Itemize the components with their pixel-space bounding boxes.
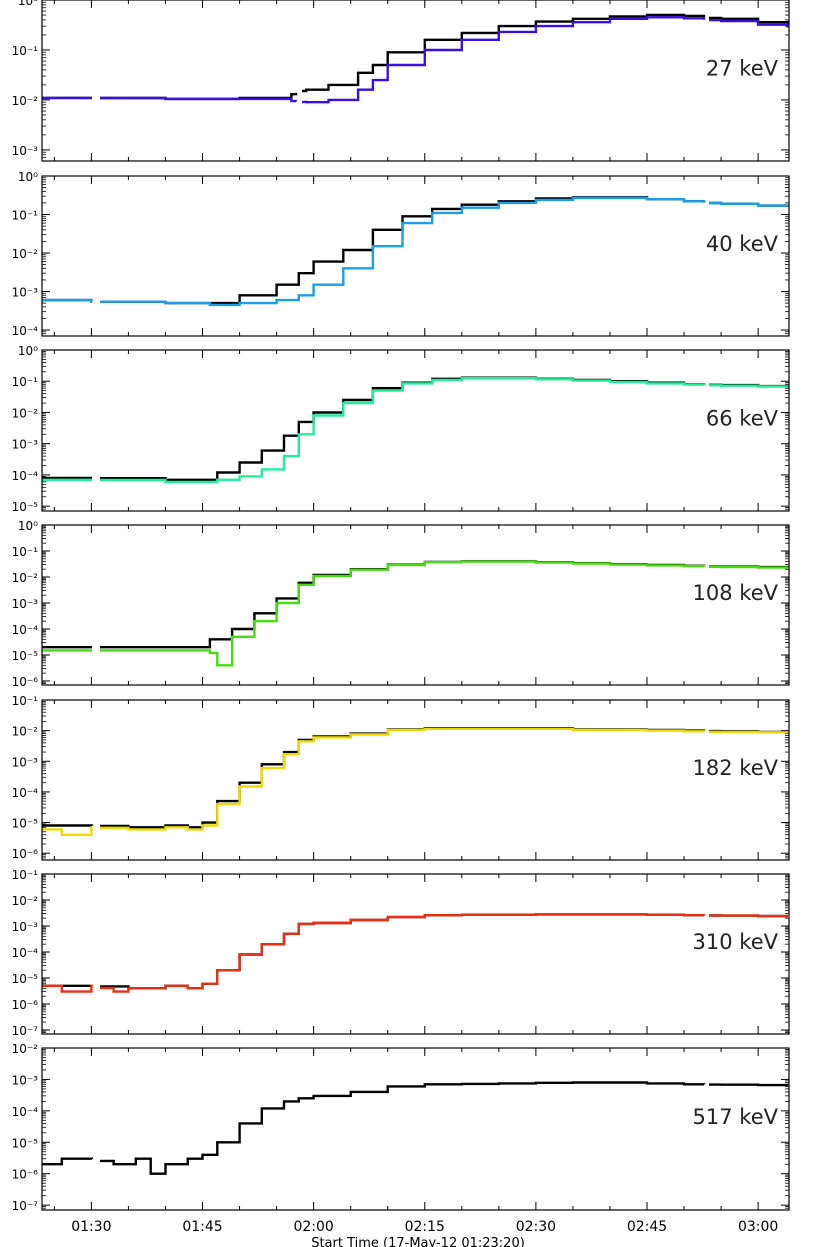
y-tick-label: 10⁰: [18, 344, 38, 358]
y-tick-label: 10⁻⁵: [12, 972, 39, 986]
series-line-0: [100, 1081, 706, 1175]
y-tick-label: 10⁻⁷: [12, 1024, 39, 1038]
y-tick-label: 10⁻²: [12, 571, 39, 585]
y-tick-label: 10⁻¹: [12, 209, 39, 223]
x-tick-label: 02:15: [405, 1219, 445, 1235]
y-tick-label: 10⁻²: [12, 894, 39, 908]
panel-frame: [41, 699, 790, 861]
x-tick-label: 02:30: [516, 1219, 556, 1235]
energy-label: 40 keV: [706, 232, 779, 256]
y-tick-label: 10⁻²: [12, 247, 39, 261]
series-line-0: [709, 16, 789, 25]
y-tick-label: 10⁻⁵: [12, 649, 39, 663]
energy-label: 310 keV: [693, 930, 779, 954]
y-tick-label: 10⁻²: [12, 1042, 39, 1056]
series-line-0: [709, 1083, 789, 1087]
panel-108-kev: 10⁻⁶ 10⁻⁵ 10⁻⁴ 10⁻³ 10⁻² 10⁻¹ 10⁰ 108 keV: [12, 519, 790, 689]
y-tick-label: 10⁻⁴: [12, 786, 39, 800]
energy-label: 27 keV: [706, 57, 779, 81]
y-tick-label: 10⁻⁴: [12, 469, 39, 483]
panel-frame: [41, 1047, 790, 1211]
x-tick-label: 03:00: [738, 1219, 778, 1235]
y-tick-label: 10⁻²: [12, 725, 39, 739]
y-tick-label: 10⁻³: [12, 144, 39, 158]
series-line-1: [709, 914, 788, 918]
y-tick-label: 10⁻¹: [12, 694, 39, 708]
series-line-1: [709, 201, 789, 207]
y-tick-label: 10⁻⁴: [12, 623, 39, 637]
x-tick-label: 01:30: [71, 1219, 111, 1235]
panel-frame: [41, 524, 790, 686]
series-line-1: [100, 913, 706, 993]
series-line-1: [709, 730, 789, 734]
panel-frame: [41, 873, 790, 1035]
panel-frame: [41, 349, 790, 512]
y-tick-label: 10⁻³: [12, 920, 39, 934]
series-line-0: [100, 560, 706, 649]
panel-40-kev: 10⁻⁴ 10⁻³ 10⁻² 10⁻¹ 10⁰ 40 keV: [12, 170, 790, 338]
y-tick-label: 10⁻³: [12, 755, 39, 769]
y-tick-label: 10⁻³: [12, 286, 39, 300]
y-tick-label: 10⁻⁴: [12, 1105, 39, 1119]
y-tick-label: 10⁻³: [12, 438, 39, 452]
y-tick-label: 10⁻³: [12, 1073, 39, 1087]
y-tick-label: 10⁻⁵: [12, 1136, 39, 1150]
y-tick-label: 10⁻⁵: [12, 817, 39, 831]
y-tick-label: 10⁰: [18, 519, 38, 533]
series-line-0: [302, 13, 706, 93]
series-line-1: [42, 298, 93, 303]
series-line-1: [100, 377, 706, 484]
energy-label: 108 keV: [693, 581, 779, 605]
x-tick-labels: 01:30 01:45 02:00 02:15 02:30 02:45 03:00: [71, 1219, 778, 1235]
y-tick-label: 10⁻⁴: [12, 946, 39, 960]
series-line-1: [709, 18, 789, 28]
panel-66-kev: 10⁻⁵ 10⁻⁴ 10⁻³ 10⁻² 10⁻¹ 10⁰ 66 keV: [12, 344, 790, 514]
series-line-1: [100, 560, 706, 667]
series-line-0: [100, 913, 706, 990]
series-line-1: [709, 565, 789, 569]
x-tick-label: 02:45: [627, 1219, 667, 1235]
x-tick-label: 01:45: [182, 1219, 222, 1235]
y-tick-label: 10⁻⁶: [12, 998, 39, 1012]
panels: 10⁻³ 10⁻² 10⁻¹ 10⁰ 27 keV 10⁻⁴ 10⁻³ 10⁻² 10⁻¹ 10⁰…: [12, 0, 790, 1213]
y-tick-label: 10⁰: [18, 170, 38, 184]
x-axis-title: Start Time (17-May-12 01:23:20): [311, 1236, 525, 1247]
series-line-0: [42, 1157, 94, 1166]
y-tick-label: 10⁻¹: [12, 545, 39, 559]
series-line-1: [42, 826, 93, 836]
panel-frame: [41, 0, 790, 162]
series-line-1: [42, 984, 94, 993]
series-line-0: [100, 376, 706, 481]
y-tick-label: 10⁻⁶: [12, 675, 39, 689]
series-line-1: [709, 384, 789, 388]
y-tick-label: 10⁻⁶: [12, 847, 39, 861]
x-tick-label: 02:00: [293, 1219, 333, 1235]
series-line-1: [302, 16, 706, 104]
energy-label: 66 keV: [706, 407, 779, 431]
series-line-1: [100, 196, 706, 307]
y-tick-label: 10⁻¹: [12, 868, 39, 882]
y-tick-label: 10⁻⁵: [12, 500, 39, 514]
y-tick-label: 10⁻⁶: [12, 1168, 39, 1182]
series-line-0: [100, 727, 706, 829]
energy-label: 182 keV: [693, 756, 779, 780]
y-tick-label: 10⁻⁴: [12, 324, 39, 338]
y-tick-label: 10⁻²: [12, 94, 39, 108]
y-tick-label: 10⁻¹: [12, 44, 39, 58]
panel-27-kev: 10⁻³ 10⁻² 10⁻¹ 10⁰ 27 keV: [12, 0, 790, 162]
y-tick-label: 10⁻²: [12, 406, 39, 420]
series-line-1: [100, 727, 706, 831]
panel-310-kev: 10⁻⁷ 10⁻⁶ 10⁻⁵ 10⁻⁴ 10⁻³ 10⁻² 10⁻¹ 310 keV: [12, 868, 790, 1038]
series-line-1: [100, 96, 298, 103]
energy-label: 517 keV: [693, 1105, 779, 1129]
y-tick-label: 10⁰: [18, 0, 38, 8]
panel-182-kev: 10⁻⁶ 10⁻⁵ 10⁻⁴ 10⁻³ 10⁻² 10⁻¹ 182 keV: [12, 694, 790, 861]
y-tick-label: 10⁻¹: [12, 375, 39, 389]
y-tick-label: 10⁻³: [12, 597, 39, 611]
panel-517-kev: 10⁻⁷ 10⁻⁶ 10⁻⁵ 10⁻⁴ 10⁻³ 10⁻² 517 keV: [12, 1042, 790, 1213]
y-tick-label: 10⁻⁷: [12, 1199, 39, 1213]
series-line-0: [100, 196, 706, 305]
panel-frame: [41, 175, 790, 337]
